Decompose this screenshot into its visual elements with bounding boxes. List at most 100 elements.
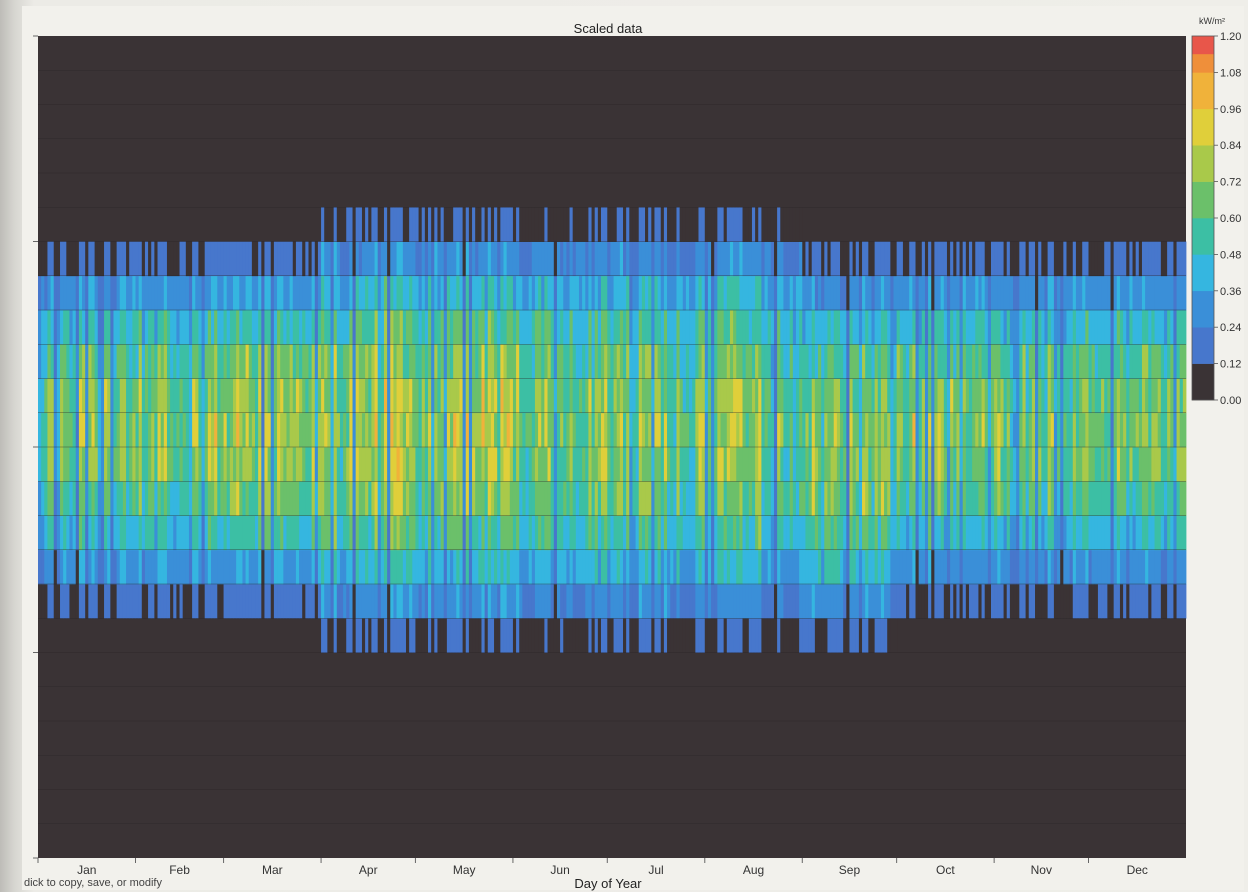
heatmap-cell (726, 412, 731, 448)
heatmap-cell (852, 618, 857, 653)
heatmap-cell (424, 515, 429, 551)
heatmap-cell (893, 584, 898, 619)
heatmap-cell (858, 618, 863, 653)
heatmap-cell (500, 412, 504, 448)
heatmap-cell (368, 481, 372, 516)
heatmap-cell (450, 241, 454, 277)
heatmap-cell (352, 207, 357, 242)
heatmap-cell (1138, 344, 1143, 379)
heatmap-cell (44, 481, 48, 516)
heatmap-cell (588, 584, 592, 619)
heatmap-cell (1019, 412, 1023, 448)
heatmap-cell (176, 481, 180, 516)
heatmap-cell (264, 241, 268, 277)
heatmap-cell (795, 618, 800, 653)
heatmap-cell (1123, 344, 1127, 379)
heatmap-cell (635, 515, 640, 551)
heatmap-cell (286, 275, 291, 311)
heatmap-cell (75, 344, 80, 379)
heatmap-cell (151, 584, 155, 619)
heatmap-cell (170, 344, 174, 379)
heatmap-cell (387, 344, 391, 379)
heatmap-cell (383, 378, 388, 414)
heatmap-cell (53, 344, 58, 379)
heatmap-cell (855, 618, 860, 653)
heatmap-cell (808, 584, 813, 619)
heatmap-cell (585, 481, 589, 516)
heatmap-cell (972, 378, 976, 414)
heatmap-cell (525, 241, 530, 277)
heatmap-cell (736, 344, 740, 379)
heatmap-cell (950, 344, 954, 379)
heatmap-cell (1022, 412, 1026, 448)
heatmap-cell (176, 549, 180, 585)
heatmap-cell (745, 412, 750, 448)
heatmap-cell (336, 241, 341, 277)
heatmap-cell (1013, 378, 1017, 414)
heatmap-cell (597, 344, 602, 379)
heatmap-cell (217, 378, 221, 414)
heatmap-cell (97, 447, 102, 482)
heatmap-cell (346, 344, 350, 379)
heatmap-cell (714, 584, 718, 619)
heatmap-cell (852, 241, 857, 277)
heatmap-cell (701, 549, 706, 585)
heatmap-cell (255, 584, 259, 619)
heatmap-cell (50, 378, 55, 414)
heatmap-cell (63, 515, 67, 551)
heatmap-cell (214, 310, 218, 345)
heatmap-cell (472, 481, 476, 516)
heatmap-cell (512, 241, 517, 277)
heatmap-cell (572, 447, 577, 482)
heatmap-cell (468, 584, 473, 619)
heatmap-cell (572, 275, 577, 311)
heatmap-cell (594, 584, 599, 619)
heatmap-cell (305, 584, 309, 619)
heatmap-cell (657, 241, 662, 277)
heatmap-cell (516, 549, 520, 585)
heatmap-cell (890, 275, 894, 311)
heatmap-cell (707, 207, 712, 242)
heatmap-cell (663, 344, 668, 379)
heatmap-cell (994, 515, 998, 551)
heatmap-cell (1085, 378, 1089, 414)
heatmap-cell (110, 275, 114, 311)
heatmap-cell (311, 310, 316, 345)
heatmap-cell (767, 549, 772, 585)
heatmap-cell (475, 412, 479, 448)
heatmap-cell (321, 412, 325, 448)
heatmap-cell (179, 241, 184, 277)
heatmap-cell (1079, 584, 1083, 619)
heatmap-cell (755, 584, 759, 619)
heatmap-cell (667, 344, 671, 379)
heatmap-cell (277, 549, 281, 585)
heatmap-cell (220, 275, 224, 311)
heatmap-cell (783, 515, 787, 551)
heatmap-cell (673, 241, 677, 277)
heatmap-cell (991, 584, 995, 619)
heatmap-cell (522, 378, 526, 414)
heatmap-cell (418, 241, 423, 277)
heatmap-cell (556, 515, 561, 551)
heatmap-cell (434, 412, 438, 448)
heatmap-cell (1066, 481, 1071, 516)
heatmap-cell (1038, 241, 1042, 277)
heatmap-cell (456, 310, 460, 345)
heatmap-cell (934, 584, 938, 619)
heatmap-cell (818, 412, 822, 448)
heatmap-cell (1160, 481, 1165, 516)
heatmap-cell (201, 515, 206, 551)
heatmap-cell (1082, 584, 1086, 619)
heatmap-cell (1148, 378, 1152, 414)
heatmap-cell (569, 515, 574, 551)
heatmap-cell (695, 378, 699, 414)
heatmap-cell (1060, 241, 1064, 277)
x-tick-label: Aug (743, 863, 764, 877)
heatmap-cell (94, 344, 99, 379)
heatmap-cell (484, 447, 489, 482)
heatmap-cell (849, 344, 854, 379)
heatmap-cell (100, 549, 105, 585)
heatmap-cell (641, 412, 646, 448)
heatmap-cell (1075, 310, 1080, 345)
